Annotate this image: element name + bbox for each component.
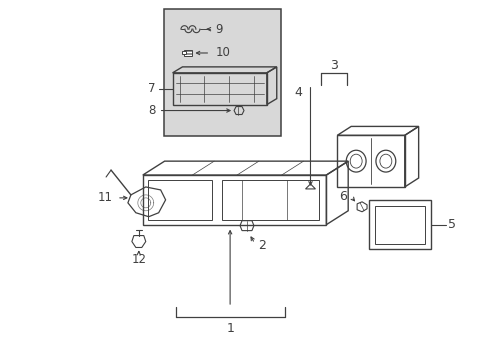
Text: 7: 7 [148, 82, 155, 95]
Text: 6: 6 [339, 190, 346, 203]
Bar [147, 180, 212, 220]
Text: 12: 12 [131, 253, 146, 266]
Text: 10: 10 [215, 46, 230, 59]
Bar [184, 50, 192, 56]
Text: 5: 5 [447, 218, 455, 231]
Text: 9: 9 [215, 23, 222, 36]
Bar [374, 206, 424, 243]
Bar [163, 9, 280, 136]
Text: 3: 3 [330, 59, 338, 72]
Text: 4: 4 [294, 86, 302, 99]
Bar [182, 51, 186, 54]
Text: 1: 1 [226, 322, 234, 336]
Bar [222, 180, 319, 220]
Text: 11: 11 [98, 192, 113, 204]
Text: 8: 8 [148, 104, 155, 117]
Text: 2: 2 [257, 239, 265, 252]
